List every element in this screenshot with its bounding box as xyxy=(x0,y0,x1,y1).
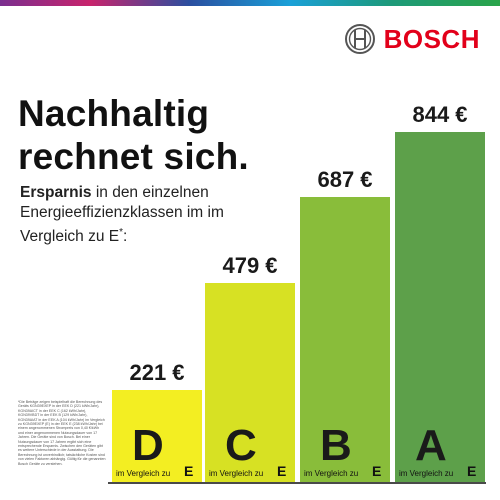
bar-d xyxy=(112,390,202,482)
chart-baseline xyxy=(108,482,486,484)
bar-category-label: A xyxy=(415,421,447,470)
bar-comparison-letter: E xyxy=(372,463,382,479)
bar-comparison-label: im Vergleich zu xyxy=(116,469,171,478)
subtext-colon: : xyxy=(123,228,128,246)
headline-line-2: rechnet sich. xyxy=(18,136,249,177)
bar-b xyxy=(300,197,390,482)
bar-a xyxy=(395,132,485,482)
bar-comparison-label: im Vergleich zu xyxy=(209,469,264,478)
brand-name: BOSCH xyxy=(383,23,480,54)
bar-category-label: D xyxy=(132,421,164,470)
subtext-star: * xyxy=(119,227,123,238)
top-color-stripe xyxy=(0,0,500,6)
bar-value-label: 479 € xyxy=(222,253,278,278)
footnote: *Die Beträge zeigen beispielhaft die Ber… xyxy=(18,400,106,466)
subtext-rest: in den einzelnen Energieeffizienzklassen… xyxy=(20,184,224,246)
bar-comparison-letter: E xyxy=(184,463,194,479)
subtext: Ersparnis in den einzelnen Energieeffizi… xyxy=(20,183,290,247)
bar-category-label: B xyxy=(320,421,352,470)
bar-value-label: 221 € xyxy=(129,360,185,385)
bar-comparison-label: im Vergleich zu xyxy=(399,469,454,478)
bar-value-label: 844 € xyxy=(412,102,468,127)
bar-value-label: 687 € xyxy=(317,167,373,192)
headline-line-1: Nachhaltig xyxy=(18,93,210,134)
bar-comparison-letter: E xyxy=(467,463,477,479)
bosch-armature-icon xyxy=(344,23,376,55)
bar-comparison-letter: E xyxy=(277,463,287,479)
bar-c xyxy=(205,283,295,482)
subtext-bold: Ersparnis xyxy=(20,184,92,201)
bar-comparison-label: im Vergleich zu xyxy=(304,469,359,478)
headline: Nachhaltig rechnet sich. xyxy=(18,92,249,178)
bar-category-label: C xyxy=(225,421,257,470)
brand: BOSCH xyxy=(344,20,480,58)
